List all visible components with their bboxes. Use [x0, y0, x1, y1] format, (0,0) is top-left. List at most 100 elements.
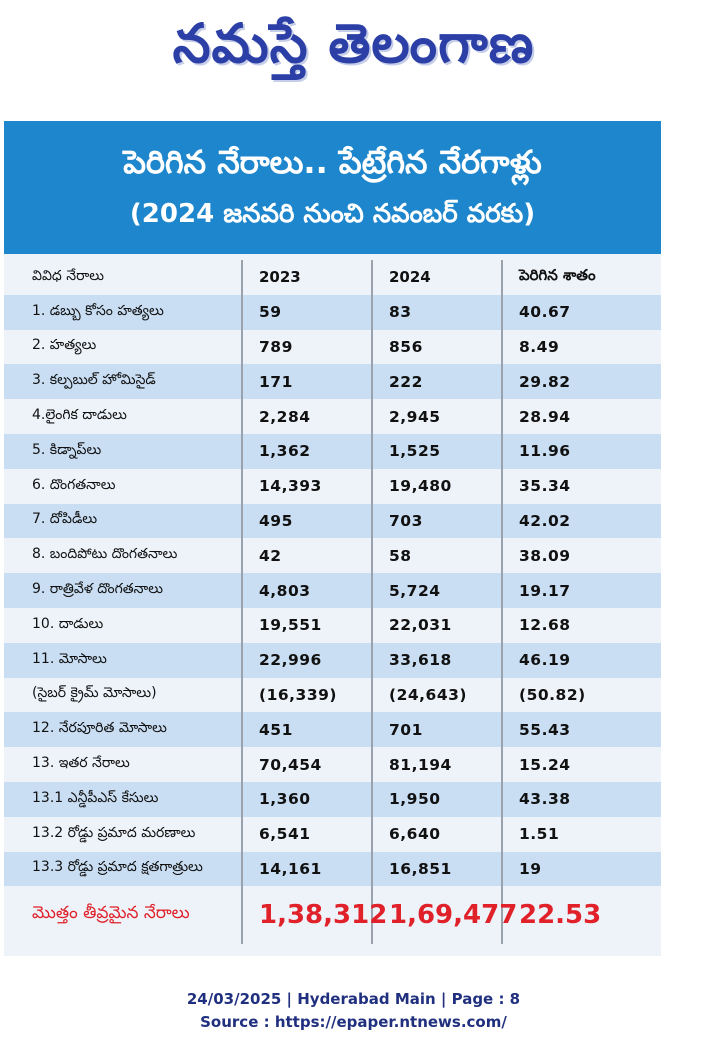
cell-increase-percent: 28.94 — [501, 399, 661, 434]
cell-crime-type: 5. కిడ్నాప్‌లు — [4, 433, 242, 469]
table-row: 8. బందిపోటు దొంగతనాలు 42 58 38.09 — [4, 538, 661, 574]
cell-crime-type: 6. దొంగతనాలు — [4, 468, 242, 504]
cell-2023: 22,996 — [241, 642, 372, 678]
footer-source: Source : https://epaper.ntnews.com/ — [200, 1013, 507, 1031]
cell-increase-percent: 38.09 — [501, 538, 661, 574]
infographic-panel: పెరిగిన నేరాలు.. పేట్రేగిన నేరగాళ్లు (20… — [4, 121, 661, 956]
cell-increase-percent: 1.51 — [501, 816, 661, 852]
table-row: 9. రాత్రివేళ దొంగతనాలు 4,803 5,724 19.17 — [4, 573, 661, 608]
cell-increase-percent: 12.68 — [501, 607, 661, 643]
cell-2023: 171 — [241, 364, 372, 400]
cell-crime-type: 7. దోపిడీలు — [4, 503, 242, 539]
cell-2024: 33,618 — [371, 642, 502, 678]
headline-title: పెరిగిన నేరాలు.. పేట్రేగిన నేరగాళ్లు — [123, 143, 542, 181]
cell-crime-type: 13. ఇతర నేరాలు — [4, 747, 242, 782]
header-increase-percent: పెరిగిన శాతం — [501, 260, 661, 295]
cell-2023: 789 — [241, 329, 372, 365]
cell-increase-percent: 46.19 — [501, 642, 661, 678]
cell-2023: 59 — [241, 294, 372, 330]
table-row: 4.లైంగిక దాడులు 2,284 2,945 28.94 — [4, 399, 661, 434]
cell-2023: 495 — [241, 503, 372, 539]
cell-2023: 1,360 — [241, 781, 372, 817]
cell-crime-type: 12. నేరపూరిత మోసాలు — [4, 712, 242, 748]
cell-increase-percent: 40.67 — [501, 294, 661, 330]
header-2023: 2023 — [241, 260, 372, 295]
newspaper-logo: నమస్తే తెలంగాణ — [172, 11, 535, 75]
table-header-row: వివిధ నేరాలు 2023 2024 పెరిగిన శాతం — [4, 260, 661, 295]
masthead: నమస్తే తెలంగాణ — [0, 0, 707, 100]
cell-2024: 58 — [371, 538, 502, 574]
cell-2023: 1,362 — [241, 433, 372, 469]
cell-crime-type: 1. డబ్బు కోసం హత్యలు — [4, 294, 242, 330]
cell-2024: 6,640 — [371, 816, 502, 852]
cell-2024: 2,945 — [371, 399, 502, 434]
cell-2023: 19,551 — [241, 607, 372, 643]
cell-2024: 703 — [371, 503, 502, 539]
cell-increase-percent: 19.17 — [501, 573, 661, 608]
cell-2024: 81,194 — [371, 747, 502, 782]
table-row: 5. కిడ్నాప్‌లు 1,362 1,525 11.96 — [4, 433, 661, 469]
table-row: 13. ఇతర నేరాలు 70,454 81,194 15.24 — [4, 747, 661, 782]
table-body: 1. డబ్బు కోసం హత్యలు 59 83 40.67 2. హత్యలు 78… — [4, 294, 661, 945]
cell-2024: 16,851 — [371, 851, 502, 887]
table-row: (సైబర్ క్రైమ్ మోసాలు) (16,339) (24,643) (50… — [4, 677, 661, 713]
total-2023: 1,38,312 — [241, 886, 387, 945]
cell-2024: 19,480 — [371, 468, 502, 504]
cell-2024: 222 — [371, 364, 502, 400]
cell-2024: (24,643) — [371, 677, 502, 713]
headline-subtitle: (2024 జనవరి నుంచి నవంబర్ వరకు) — [129, 199, 536, 229]
footer-edition-info: 24/03/2025 | Hyderabad Main | Page : 8 — [186, 990, 521, 1008]
cell-2023: 451 — [241, 712, 372, 748]
table-row: 12. నేరపూరిత మోసాలు 451 701 55.43 — [4, 712, 661, 748]
crime-statistics-table: వివిధ నేరాలు 2023 2024 పెరిగిన శాతం 1. డ… — [4, 260, 661, 945]
cell-increase-percent: (50.82) — [501, 677, 661, 713]
cell-2024: 856 — [371, 329, 502, 365]
headline-banner: పెరిగిన నేరాలు.. పేట్రేగిన నేరగాళ్లు (20… — [4, 121, 661, 254]
cell-crime-type: 13.2 రోడ్డు ప్రమాద మరణాలు — [4, 816, 242, 852]
cell-2023: 14,393 — [241, 468, 372, 504]
table-row: 3. కల్పబుల్ హోమిసైడ్ 171 222 29.82 — [4, 364, 661, 400]
cell-2024: 701 — [371, 712, 502, 748]
table-row: 13.1 ఎన్డీపీఎస్ కేసులు 1,360 1,950 43.38 — [4, 781, 661, 817]
cell-increase-percent: 29.82 — [501, 364, 661, 400]
cell-increase-percent: 55.43 — [501, 712, 661, 748]
cell-2023: 70,454 — [241, 747, 372, 782]
cell-crime-type: 9. రాత్రివేళ దొంగతనాలు — [4, 573, 242, 608]
cell-2024: 1,950 — [371, 781, 502, 817]
table-row: 13.3 రోడ్డు ప్రమాద క్షతగాత్రులు 14,161 16,… — [4, 851, 661, 887]
cell-2024: 1,525 — [371, 433, 502, 469]
total-label: మొత్తం తీవ్రమైన నేరాలు — [4, 886, 242, 945]
table-row: 1. డబ్బు కోసం హత్యలు 59 83 40.67 — [4, 294, 661, 330]
cell-2024: 22,031 — [371, 607, 502, 643]
cell-crime-type: 2. హత్యలు — [4, 329, 242, 365]
cell-crime-type: 13.1 ఎన్డీపీఎస్ కేసులు — [4, 781, 242, 817]
table-row: 10. దాడులు 19,551 22,031 12.68 — [4, 607, 661, 643]
table-row: 6. దొంగతనాలు 14,393 19,480 35.34 — [4, 468, 661, 504]
cell-2023: 42 — [241, 538, 372, 574]
cell-crime-type: 8. బందిపోటు దొంగతనాలు — [4, 538, 242, 574]
cell-2023: 4,803 — [241, 573, 372, 608]
cell-2024: 83 — [371, 294, 502, 330]
table-row: 13.2 రోడ్డు ప్రమాద మరణాలు 6,541 6,640 1.51 — [4, 816, 661, 852]
cell-increase-percent: 35.34 — [501, 468, 661, 504]
cell-2023: 14,161 — [241, 851, 372, 887]
cell-increase-percent: 19 — [501, 851, 661, 887]
total-increase-percent: 22.53 — [501, 886, 661, 945]
table-row: 2. హత్యలు 789 856 8.49 — [4, 329, 661, 365]
cell-crime-type: 11. మోసాలు — [4, 642, 242, 678]
cell-crime-type: 4.లైంగిక దాడులు — [4, 399, 242, 434]
table-row: 11. మోసాలు 22,996 33,618 46.19 — [4, 642, 661, 678]
cell-2023: 6,541 — [241, 816, 372, 852]
cell-2024: 5,724 — [371, 573, 502, 608]
header-2024: 2024 — [371, 260, 502, 295]
total-2024: 1,69,477 — [371, 886, 517, 945]
cell-increase-percent: 11.96 — [501, 433, 661, 469]
cell-increase-percent: 42.02 — [501, 503, 661, 539]
header-crime-type: వివిధ నేరాలు — [4, 260, 242, 295]
cell-increase-percent: 15.24 — [501, 747, 661, 782]
cell-crime-type: (సైబర్ క్రైమ్ మోసాలు) — [4, 677, 242, 713]
cell-crime-type: 10. దాడులు — [4, 607, 242, 643]
table-total-row: మొత్తం తీవ్రమైన నేరాలు 1,38,312 1,69,477 22… — [4, 886, 661, 945]
cell-2023: 2,284 — [241, 399, 372, 434]
cell-increase-percent: 8.49 — [501, 329, 661, 365]
